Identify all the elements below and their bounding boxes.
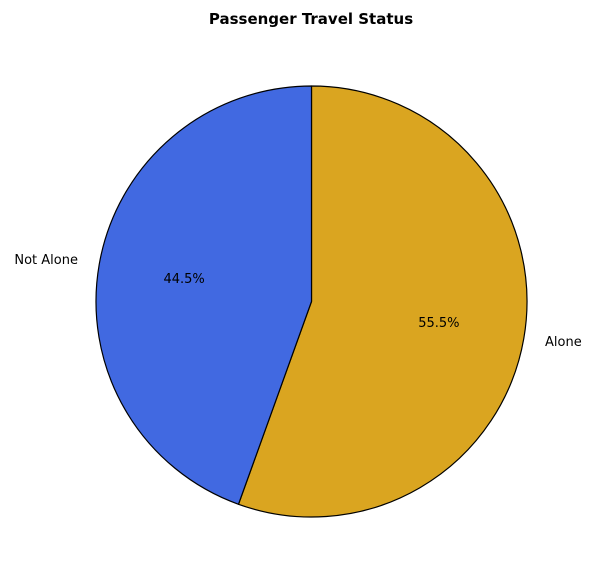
- pie-slices: [95, 85, 528, 518]
- slice-label-alone: Alone: [545, 335, 582, 350]
- slice-label-not-alone: Not Alone: [14, 253, 78, 268]
- chart-title: Passenger Travel Status: [209, 10, 413, 28]
- pie-labels: Alone 55.5% Not Alone 44.5%: [14, 253, 581, 350]
- slice-alone: [237, 85, 528, 518]
- pct-label-alone: 55.5%: [418, 316, 459, 331]
- slice-not-alone: [95, 85, 313, 505]
- pct-label-not-alone: 44.5%: [163, 272, 204, 287]
